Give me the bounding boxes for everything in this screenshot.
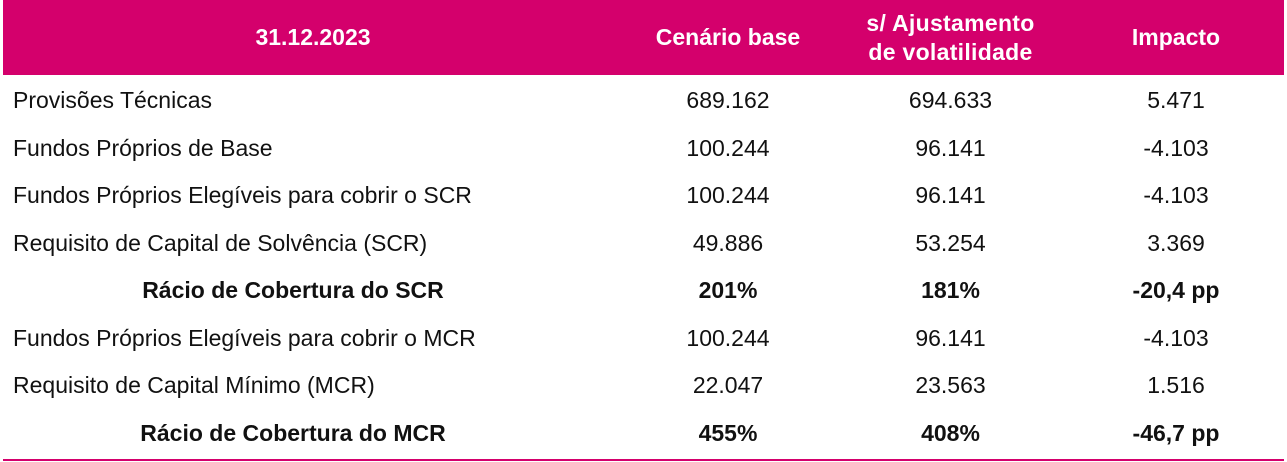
row-vol-value: 96.141 <box>915 324 986 351</box>
table-header: 31.12.2023 Cenário base s/ Ajustamento d… <box>3 0 1284 75</box>
row-base-value: 100.244 <box>686 182 770 209</box>
row-vol-value: 408% <box>921 419 980 446</box>
header-date: 31.12.2023 <box>255 24 371 50</box>
row-impact-value: -46,7 pp <box>1132 419 1220 446</box>
row-vol-value: 96.141 <box>915 134 986 161</box>
row-label: Provisões Técnicas <box>13 87 212 114</box>
row-impact-value: 5.471 <box>1147 87 1205 114</box>
row-impact-value: -4.103 <box>1143 134 1209 161</box>
row-base-value: 201% <box>698 277 758 304</box>
row-vol-value: 96.141 <box>915 182 986 209</box>
row-label: Rácio de Cobertura do MCR <box>140 419 446 446</box>
row-label: Requisito de Capital Mínimo (MCR) <box>13 372 375 399</box>
bottom-divider <box>3 459 1284 461</box>
row-label: Requisito de Capital de Solvência (SCR) <box>13 229 428 256</box>
row-impact-value: -4.103 <box>1143 182 1209 209</box>
row-impact-value: -4.103 <box>1143 324 1209 351</box>
table-row-basic-own-funds: Fundos Próprios de Base 100.244 96.141 -… <box>3 125 1284 173</box>
table-body: Provisões Técnicas 689.162 694.633 5.471… <box>3 77 1284 457</box>
table-row-mcr: Requisito de Capital Mínimo (MCR) 22.047… <box>3 362 1284 410</box>
row-impact-value: 3.369 <box>1147 229 1205 256</box>
row-label: Fundos Próprios Elegíveis para cobrir o … <box>13 182 472 209</box>
table-row-scr: Requisito de Capital de Solvência (SCR) … <box>3 220 1284 268</box>
row-label: Fundos Próprios Elegíveis para cobrir o … <box>13 324 476 351</box>
table-row-mcr-coverage-ratio: Rácio de Cobertura do MCR 455% 408% -46,… <box>3 410 1284 458</box>
row-impact-value: -20,4 pp <box>1132 277 1220 304</box>
row-base-value: 689.162 <box>686 87 770 114</box>
row-base-value: 100.244 <box>686 134 770 161</box>
row-base-value: 100.244 <box>686 324 770 351</box>
header-base-scenario: Cenário base <box>655 24 801 50</box>
table-row-scr-coverage-ratio: Rácio de Cobertura do SCR 201% 181% -20,… <box>3 267 1284 315</box>
row-vol-value: 53.254 <box>915 229 986 256</box>
header-impact: Impacto <box>1131 24 1221 50</box>
table-row-eligible-own-funds-scr: Fundos Próprios Elegíveis para cobrir o … <box>3 172 1284 220</box>
table-row-eligible-own-funds-mcr: Fundos Próprios Elegíveis para cobrir o … <box>3 315 1284 363</box>
row-impact-value: 1.516 <box>1147 372 1205 399</box>
row-base-value: 49.886 <box>692 229 764 256</box>
row-base-value: 455% <box>698 419 758 446</box>
header-vol-line-1: s/ Ajustamento <box>866 9 1035 36</box>
row-vol-value: 181% <box>921 277 980 304</box>
header-vol-line-2: de volatilidade <box>868 38 1033 65</box>
row-vol-value: 23.563 <box>915 372 986 399</box>
header-without-volatility-adjustment: s/ Ajustamento de volatilidade <box>833 9 1068 67</box>
table-row-technical-provisions: Provisões Técnicas 689.162 694.633 5.471 <box>3 77 1284 125</box>
volatility-adjustment-table: 31.12.2023 Cenário base s/ Ajustamento d… <box>3 0 1284 457</box>
row-base-value: 22.047 <box>692 372 764 399</box>
row-vol-value: 694.633 <box>908 87 993 114</box>
row-label: Rácio de Cobertura do SCR <box>142 277 444 304</box>
row-label: Fundos Próprios de Base <box>13 134 273 161</box>
